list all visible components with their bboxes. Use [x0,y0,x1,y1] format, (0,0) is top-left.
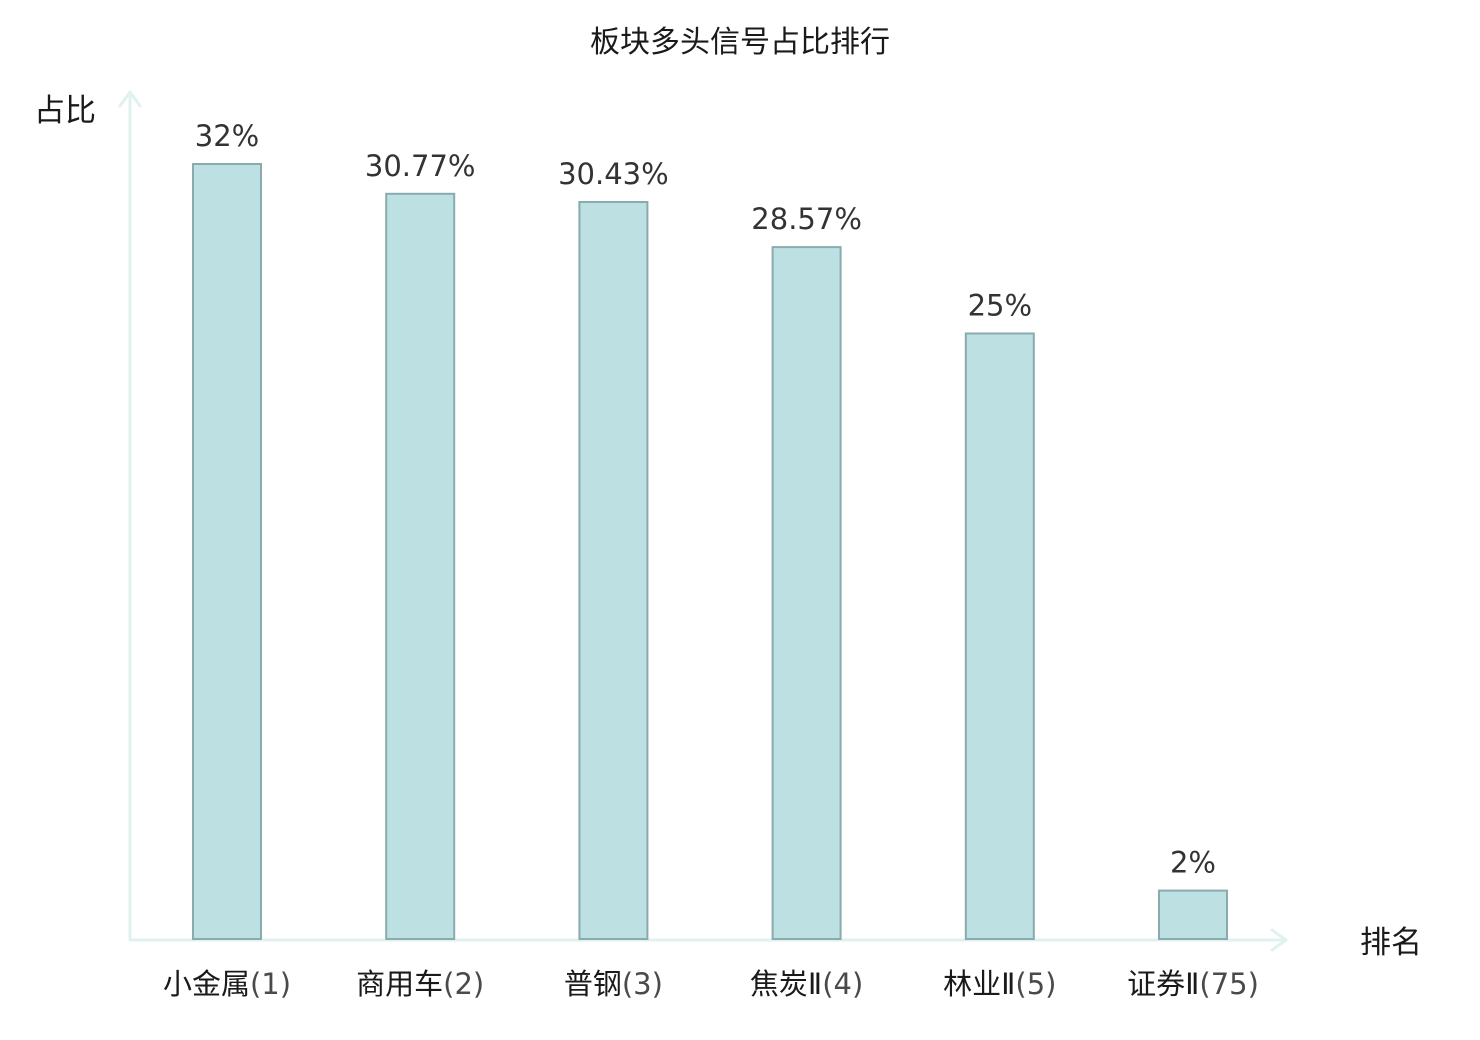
value-labels-group: 32% 30.77% 30.43% 28.57% 25% 2% [195,119,1216,880]
bar-value-label: 2% [1170,846,1216,880]
bars-group [192,163,1228,941]
bar [385,192,456,941]
y-axis [118,90,142,942]
x-axis-label: 排名 [1360,925,1422,961]
category-label: 焦炭Ⅱ(4) [750,967,863,1001]
category-labels-group: 小金属(1) 商用车(2) 普钢(3) 焦炭Ⅱ(4) 林业Ⅱ(5) 证券Ⅱ(75) [163,967,1259,1001]
x-axis [128,928,1288,952]
chart-title: 板块多头信号占比排行 [590,25,890,60]
bar-value-label: 30.77% [365,149,476,183]
category-label: 证券Ⅱ(75) [1127,967,1259,1001]
bar-value-label: 25% [968,289,1032,323]
category-name: 焦炭Ⅱ [750,967,822,1001]
bar-value-label: 28.57% [751,202,862,236]
y-axis-label: 占比 [34,93,96,129]
bar [771,246,842,941]
bar-value-label: 30.43% [558,157,669,191]
category-rank: (75) [1199,967,1259,1001]
category-name: 小金属 [163,967,250,1001]
category-name: 证券Ⅱ [1127,967,1199,1001]
bar [192,163,262,940]
category-name: 林业Ⅱ [943,967,1015,1001]
category-label: 林业Ⅱ(5) [943,967,1056,1001]
category-name: 商用车 [356,967,443,1001]
category-rank: (5) [1015,967,1056,1001]
bar [578,201,649,940]
category-rank: (1) [250,967,291,1001]
category-rank: (3) [622,967,663,1001]
bar [1158,889,1228,940]
category-name: 普钢 [564,967,622,1001]
category-label: 小金属(1) [163,967,291,1001]
category-rank: (2) [443,967,484,1001]
bar [964,332,1035,940]
category-label: 普钢(3) [564,967,663,1001]
bar-value-label: 32% [195,119,259,153]
category-rank: (4) [822,967,863,1001]
category-label: 商用车(2) [356,967,484,1001]
